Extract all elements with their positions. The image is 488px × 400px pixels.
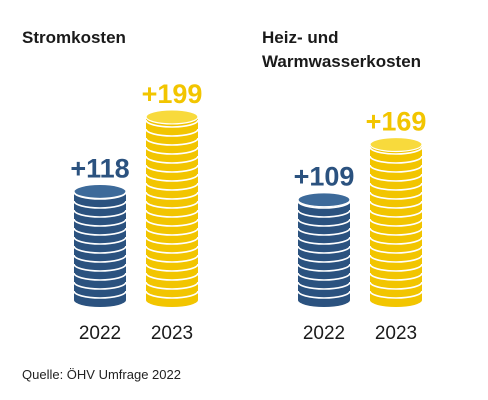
coin-stack-2023-strom bbox=[145, 109, 199, 307]
year-label: 2022 bbox=[79, 323, 121, 344]
value-label: +118 bbox=[70, 153, 129, 183]
value-label: +109 bbox=[294, 162, 355, 192]
coin-stack-2022-heiz bbox=[297, 192, 351, 307]
source-note: Quelle: ÖHV Umfrage 2022 bbox=[22, 367, 181, 382]
year-label: 2023 bbox=[151, 323, 193, 344]
chart-title-heiz: Heiz- und Warmwasserkosten bbox=[262, 28, 422, 71]
coin-stack-2022-strom bbox=[73, 183, 127, 307]
value-label: +169 bbox=[366, 107, 427, 137]
value-label: +199 bbox=[142, 79, 203, 109]
chart-title-strom: Stromkosten bbox=[22, 28, 126, 47]
coin-stack-2023-heiz bbox=[369, 136, 423, 307]
year-label: 2023 bbox=[375, 323, 417, 344]
year-label: 2022 bbox=[303, 323, 345, 344]
